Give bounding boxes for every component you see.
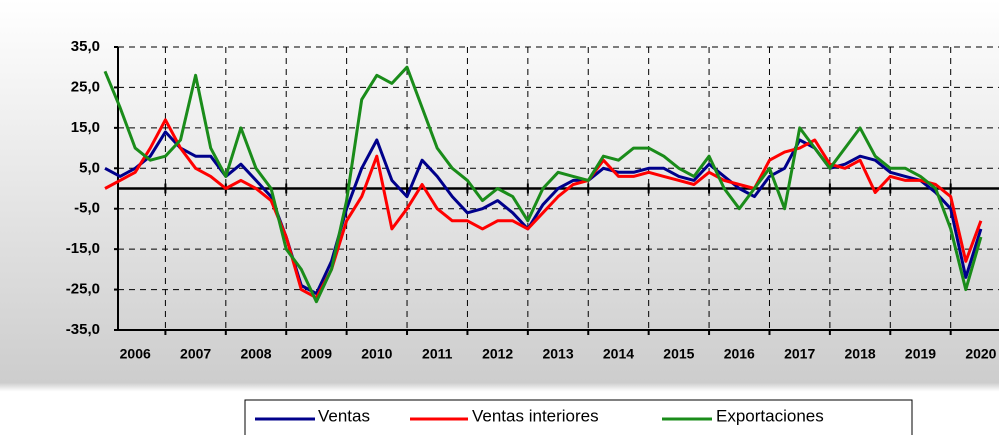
y-tick-label: 5,0 bbox=[79, 159, 100, 176]
x-tick-label: 2019 bbox=[905, 346, 936, 362]
x-tick-label: 2008 bbox=[240, 346, 271, 362]
legend: Ventas Ventas interiores Exportaciones bbox=[244, 399, 913, 435]
x-tick-label: 2012 bbox=[482, 346, 513, 362]
legend-label: Exportaciones bbox=[716, 406, 824, 425]
x-tick-label: 2011 bbox=[422, 346, 453, 362]
legend-label: Ventas bbox=[318, 406, 370, 425]
x-tick-label: 2009 bbox=[301, 346, 332, 362]
x-tick-label: 2017 bbox=[784, 346, 815, 362]
x-tick-label: 2014 bbox=[603, 346, 634, 362]
y-tick-label: -35,0 bbox=[66, 321, 100, 338]
x-tick-label: 2006 bbox=[120, 346, 151, 362]
y-tick-label: -5,0 bbox=[74, 200, 100, 217]
x-tick-label: 2013 bbox=[542, 346, 573, 362]
y-tick-label: -15,0 bbox=[66, 240, 100, 257]
series-line bbox=[104, 118, 983, 300]
y-tick-label: 25,0 bbox=[71, 78, 100, 95]
x-tick-label: 2020 bbox=[965, 346, 996, 362]
x-tick-label: 2007 bbox=[180, 346, 211, 362]
y-tick-label: 35,0 bbox=[71, 38, 100, 55]
x-tick-label: 2015 bbox=[663, 346, 694, 362]
legend-label: Ventas interiores bbox=[472, 406, 599, 425]
x-tick-label: 2018 bbox=[845, 346, 876, 362]
series-line bbox=[103, 65, 983, 304]
legend-box bbox=[244, 399, 913, 435]
y-tick-label: 15,0 bbox=[71, 119, 100, 136]
x-tick-label: 2010 bbox=[361, 346, 392, 362]
y-tick-label: -25,0 bbox=[66, 281, 100, 298]
x-tick-label: 2016 bbox=[724, 346, 755, 362]
